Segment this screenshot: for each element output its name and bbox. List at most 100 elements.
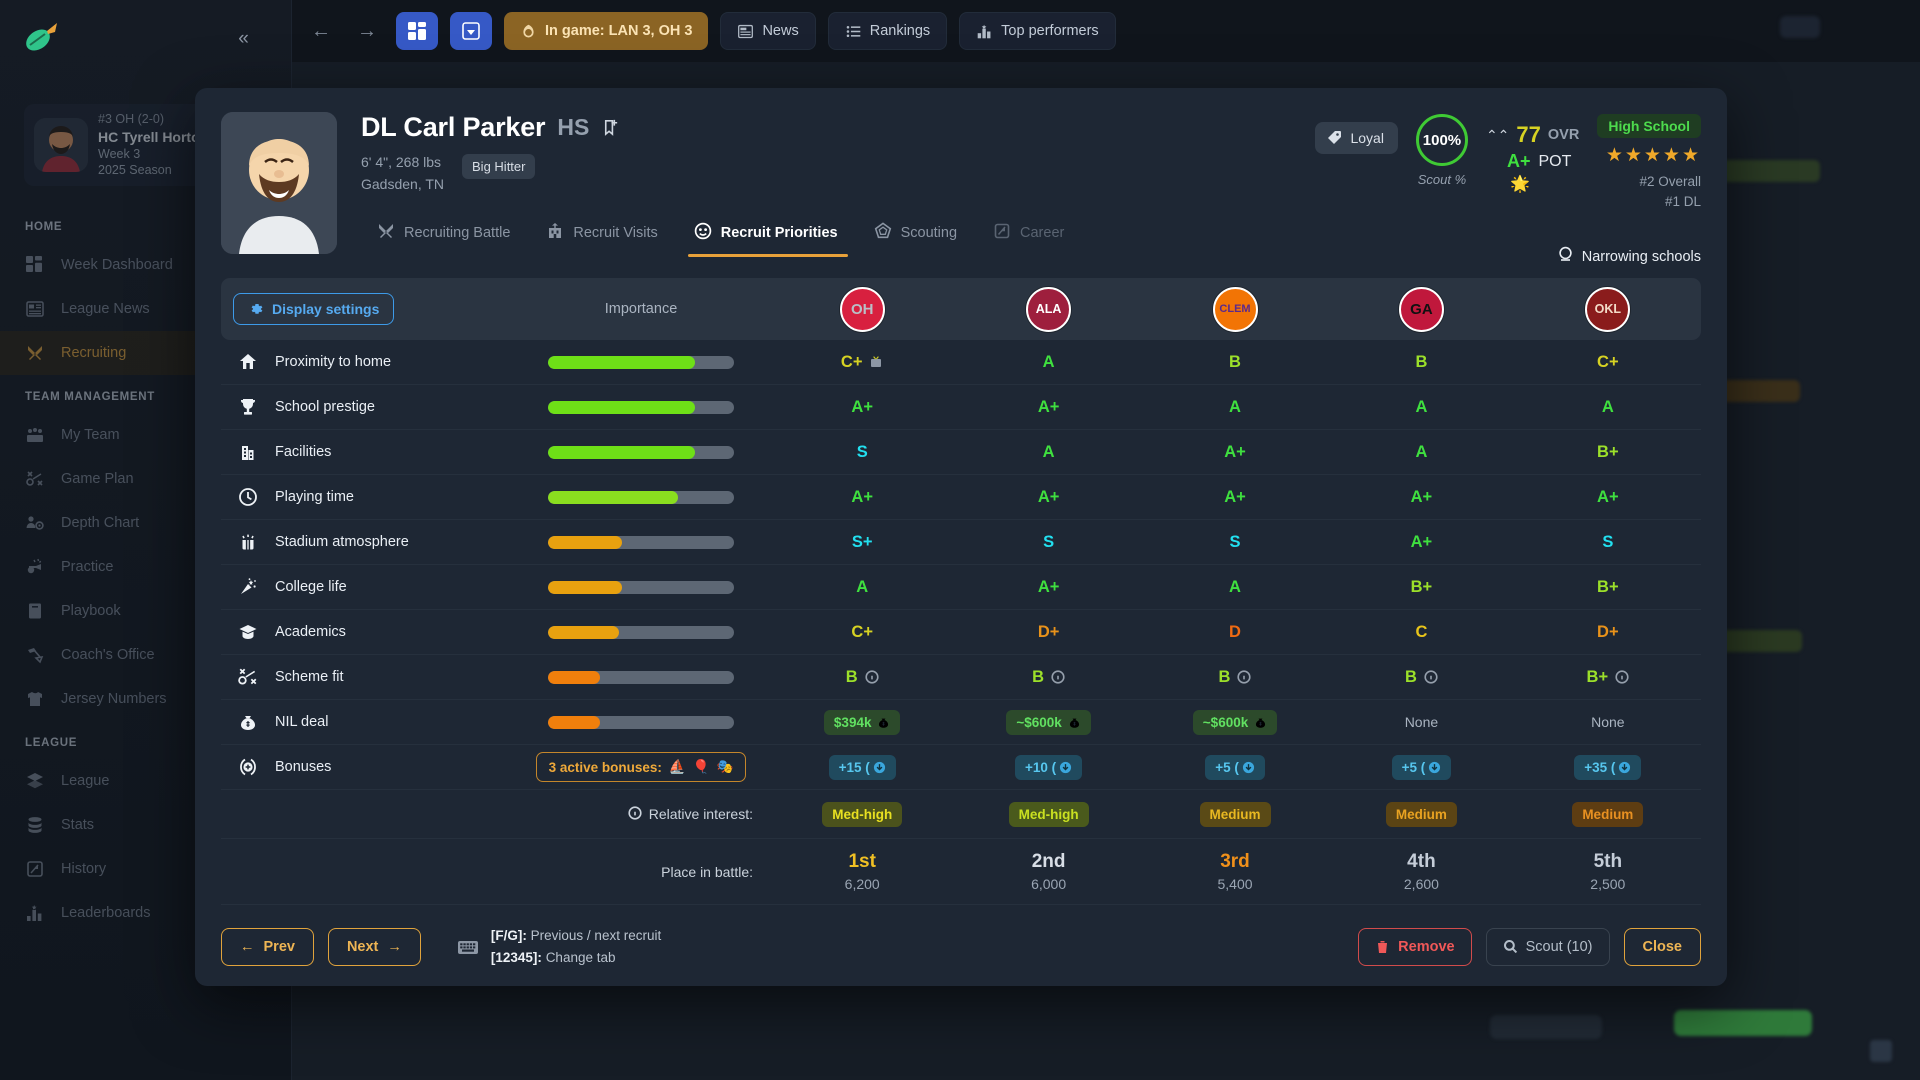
team-logo-4[interactable]: OKL — [1585, 286, 1631, 332]
tab-recruit-priorities[interactable]: Recruit Priorities — [678, 212, 858, 258]
dashboard-grid-icon[interactable] — [396, 12, 438, 50]
close-button[interactable]: Close — [1623, 927, 1701, 966]
cell-academics-1: D+ — [955, 623, 1141, 642]
recruit-level: HS — [557, 114, 590, 140]
scout-button[interactable]: Scout (10) — [1485, 927, 1610, 966]
place-points: 6,000 — [1031, 876, 1067, 892]
team-header-0[interactable]: OH — [769, 286, 955, 332]
top-performers-button[interactable]: Top performers — [959, 12, 1116, 50]
arrow-right-icon: → — [387, 938, 402, 955]
tab-recruit-visits[interactable]: Recruit Visits — [530, 212, 677, 257]
bonus-value[interactable]: +35 ( — [1574, 754, 1642, 780]
loyal-badge[interactable]: Loyal — [1315, 122, 1398, 154]
sidebar-item-coach-s-office[interactable]: Coach's Office — [0, 633, 292, 677]
info-icon[interactable] — [865, 670, 879, 684]
team-header-3[interactable]: GA — [1328, 286, 1514, 332]
cell-stadium-atmosphere-4: S — [1515, 533, 1701, 552]
cell-college-life-2: A — [1142, 578, 1328, 597]
sidebar-item-game-plan[interactable]: Game Plan — [0, 457, 292, 501]
hint1-key: [F/G]: — [490, 927, 527, 943]
recruit-measurements-block: 6' 4", 268 lbs Gadsden, TN — [361, 152, 444, 195]
grade-value: A — [856, 577, 869, 596]
tab-recruiting-battle[interactable]: Recruiting Battle — [361, 212, 530, 257]
top-performers-label: Top performers — [1001, 23, 1099, 39]
display-settings-button[interactable]: Display settings — [233, 293, 395, 325]
team-logo-0[interactable]: OH — [839, 286, 885, 332]
team-header-1[interactable]: ALA — [955, 286, 1141, 332]
party-icon — [237, 576, 259, 598]
place-points: 2,500 — [1590, 876, 1626, 892]
remove-button[interactable]: Remove — [1358, 927, 1472, 966]
tab-scouting[interactable]: Scouting — [858, 212, 977, 257]
prev-button[interactable]: ← Prev — [221, 927, 314, 966]
team-logo-1[interactable]: ALA — [1026, 286, 1072, 332]
sidebar-item-label: League — [61, 773, 110, 789]
sidebar-item-label: My Team — [61, 427, 120, 443]
grade-value: B — [1415, 352, 1428, 371]
nil-value[interactable]: ~$600k — [1006, 709, 1091, 735]
collapse-sidebar-button[interactable]: « — [238, 28, 249, 49]
grade-value: C+ — [1597, 352, 1619, 371]
sidebar-item-playbook[interactable]: Playbook — [0, 589, 292, 633]
relative-interest-value: Medium — [1385, 801, 1457, 827]
sidebar-item-league-news[interactable]: League News — [0, 287, 292, 331]
info-icon[interactable] — [1237, 670, 1252, 684]
recruit-status-label: Narrowing schools — [1581, 248, 1701, 265]
sidebar-item-depth-chart[interactable]: Depth Chart — [0, 501, 292, 545]
graduation-icon — [237, 621, 259, 643]
cell-place-4: 5th 2,500 — [1515, 851, 1701, 892]
info-icon[interactable] — [1615, 670, 1629, 684]
money-bag-icon — [237, 711, 259, 733]
info-icon[interactable] — [628, 805, 642, 823]
arrow-left-icon[interactable]: ← — [311, 19, 331, 42]
grade-value: A — [1601, 397, 1614, 416]
grade-value: A+ — [1224, 442, 1246, 461]
play-diagram-icon — [237, 666, 259, 688]
sidebar-item-my-team[interactable]: My Team — [0, 413, 292, 457]
nil-value[interactable]: $394k — [823, 709, 901, 735]
cell-place-2: 3rd 5,400 — [1142, 851, 1328, 892]
cell-proximity-to-home-2: B — [1142, 353, 1328, 372]
bonus-value[interactable]: +10 ( — [1015, 754, 1083, 780]
inbox-icon[interactable] — [450, 12, 492, 50]
row-label-scheme-fit: Scheme fit — [275, 669, 344, 685]
sidebar-item-practice[interactable]: Practice — [0, 545, 292, 589]
info-icon[interactable] — [1424, 670, 1438, 684]
sidebar-item-league[interactable]: League — [0, 759, 292, 803]
grade-value: D+ — [1037, 622, 1060, 641]
place-points: 5,400 — [1217, 876, 1253, 892]
sidebar-item-week-dashboard[interactable]: Week Dashboard — [0, 243, 292, 287]
active-bonuses-note[interactable]: 3 active bonuses: ⛵ 🎈 🎭 — [535, 752, 747, 782]
sidebar-item-jersey-numbers[interactable]: Jersey Numbers — [0, 677, 292, 721]
team-logo-2[interactable]: CLEM — [1212, 286, 1258, 332]
news-button[interactable]: News — [720, 12, 816, 50]
cell-relative-interest-3: Medium — [1328, 801, 1514, 827]
arrow-right-icon[interactable]: → — [357, 19, 377, 42]
sidebar-item-label: Leaderboards — [61, 905, 151, 921]
table-row: Academics C+ D+ D C D+ — [221, 610, 1701, 655]
bonus-value[interactable]: +5 ( — [1205, 754, 1265, 780]
importance-bar-college-life — [548, 580, 734, 594]
info-icon[interactable] — [1051, 670, 1065, 684]
rank-position: #1 DL — [1664, 193, 1701, 209]
team-header-2[interactable]: CLEM — [1142, 286, 1328, 332]
database-icon — [25, 815, 45, 835]
bonus-value[interactable]: +5 ( — [1391, 754, 1452, 780]
team-header-4[interactable]: OKL — [1515, 286, 1701, 332]
team-logo-3[interactable]: GA — [1398, 286, 1444, 332]
cell-relative-interest-1: Med-high — [955, 801, 1141, 827]
bookmark-add-icon[interactable] — [601, 118, 620, 137]
rankings-button[interactable]: Rankings — [827, 12, 948, 50]
bonus-value[interactable]: +15 ( — [828, 754, 896, 780]
next-button[interactable]: Next → — [327, 927, 421, 966]
row-label-college-life: College life — [275, 579, 347, 595]
dashboard-grid-icon — [25, 255, 45, 275]
grade-value: B — [1219, 668, 1252, 687]
sidebar-item-stats[interactable]: Stats — [0, 803, 292, 847]
cell-scheme-fit-2: B — [1142, 668, 1328, 687]
nil-value[interactable]: ~$600k — [1192, 709, 1278, 735]
place-in-battle-label: Place in battle: — [661, 863, 753, 880]
tab-career[interactable]: Career — [977, 212, 1084, 257]
ghost-icon — [1870, 1040, 1892, 1062]
in-game-button[interactable]: In game: LAN 3, OH 3 — [504, 12, 709, 50]
